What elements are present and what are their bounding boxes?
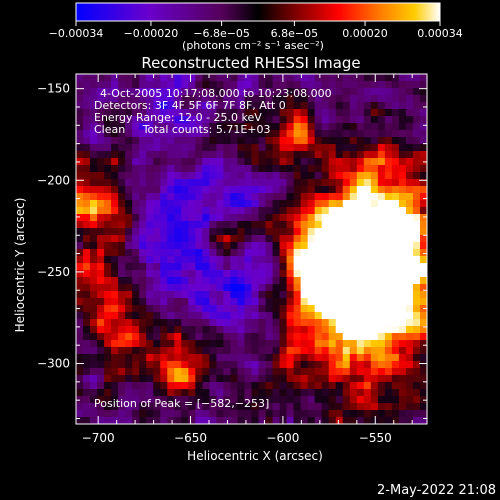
x-tick-label: −700 (82, 431, 115, 445)
chart-title: Reconstructed RHESSI Image (141, 54, 360, 72)
colorbar-tick-label: 6.8e−05 (271, 27, 318, 40)
colorbar-ticks: −0.00034 −0.00020 −6.8e−05 6.8e−05 0.00020 0.… (49, 21, 463, 40)
colorbar (75, 2, 441, 22)
heatmap-image (76, 74, 427, 424)
axis-ticks: −700 −650 −600 −550 −150 −200 −250 −300 (37, 74, 427, 445)
colorbar-tick-label: 0.00034 (417, 27, 463, 40)
colorbar-tick-label: −0.00034 (49, 27, 104, 40)
y-tick-label: −150 (37, 82, 70, 96)
annotation-time: 4-Oct-2005 10:17:08.000 to 10:23:08.000 (100, 87, 332, 100)
colorbar-tick-label: 0.00020 (342, 27, 388, 40)
colorbar-units: (photons cm⁻² s⁻¹ asec⁻²) (182, 39, 324, 52)
colorbar-tick-label: −0.00020 (124, 27, 179, 40)
peak-position-label: Position of Peak = [−582,−253] (94, 397, 269, 410)
annotation-detectors: Detectors: 3F 4F 5F 6F 7F 8F, Att 0 (94, 99, 286, 112)
x-axis-label: Heliocentric X (arcsec) (187, 449, 323, 463)
plot-frame (75, 73, 428, 425)
x-tick-label: −650 (174, 431, 207, 445)
y-axis-label: Heliocentric Y (arcsec) (13, 198, 27, 333)
annotation-energy: Energy Range: 12.0 - 25.0 keV (94, 111, 262, 124)
y-tick-label: −200 (37, 173, 70, 187)
colorbar-tick-label: −6.8e−05 (193, 27, 250, 40)
x-tick-label: −600 (266, 431, 299, 445)
y-tick-label: −300 (37, 357, 70, 371)
x-tick-label: −550 (359, 431, 392, 445)
annotation-counts: Clean Total counts: 5.71E+03 (94, 123, 271, 136)
y-tick-label: −250 (37, 265, 70, 279)
info-annotations: 4-Oct-2005 10:17:08.000 to 10:23:08.000 … (94, 87, 332, 136)
timestamp: 2-May-2022 21:08 (377, 483, 496, 498)
